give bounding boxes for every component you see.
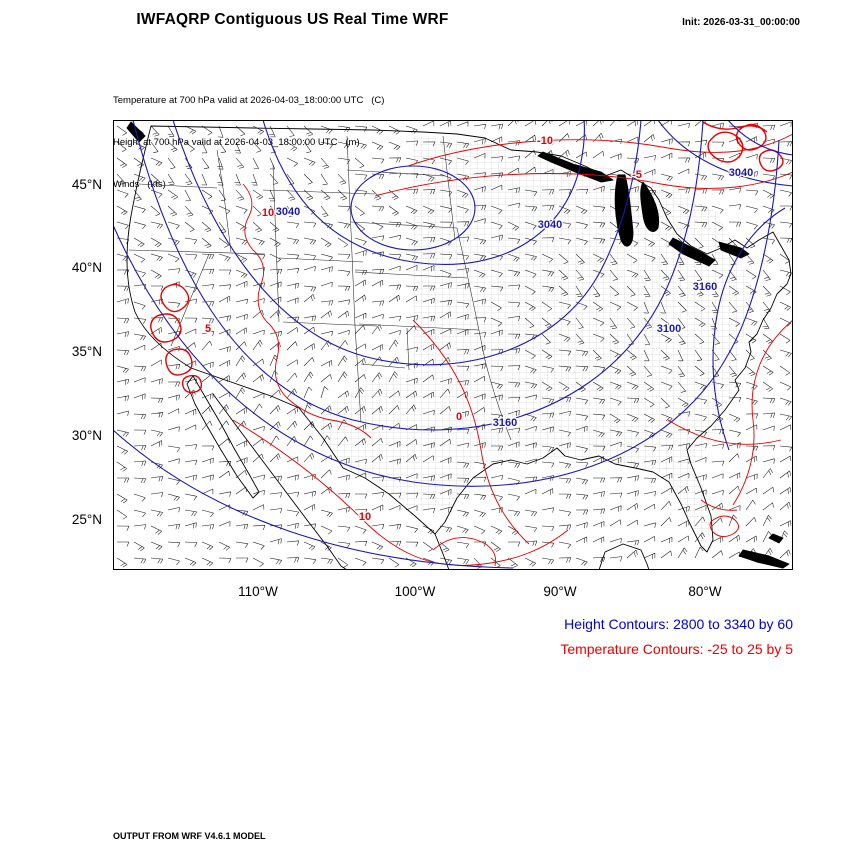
model-config-footer: OUTPUT FROM WRF V4.6.1 MODEL WE = 580 ; … (113, 806, 480, 850)
height-contours-layer (112, 119, 794, 569)
temperature-label: 0 (456, 411, 462, 423)
map-canvas: 3040 3040 3040 3100 3160 3160 -10 -5 10 … (112, 116, 794, 571)
temperature-label: -10 (537, 135, 553, 147)
page-title: IWFAQRP Contiguous US Real Time WRF (136, 11, 449, 28)
height-label: 3040 (538, 219, 562, 231)
init-time-label: Init: 2026-03-31_00:00:00 (682, 17, 800, 28)
wind-barbs (116, 116, 793, 569)
county-texture-region (321, 136, 753, 512)
map-panel: 3040 3040 3040 3100 3160 3160 -10 -5 10 … (112, 116, 794, 571)
height-contour (112, 429, 514, 569)
state-borders (128, 135, 512, 441)
lon-tick-80w: 80°W (688, 584, 722, 599)
height-label: 3160 (493, 417, 517, 429)
field-description-block: Temperature at 700 hPa valid at 2026-04-… (113, 66, 384, 220)
temperature-label: 5 (205, 323, 211, 335)
temp-contour (374, 171, 794, 197)
temp-contour (242, 183, 372, 439)
temperature-contours-legend: Temperature Contours: -25 to 25 by 5 (560, 641, 793, 657)
height-label: 3040 (276, 206, 300, 218)
lon-tick-110w: 110°W (238, 584, 278, 599)
lat-tick-25n: 25°N (71, 512, 102, 527)
temperature-label: 10 (262, 207, 274, 219)
lat-tick-40n: 40°N (71, 260, 102, 275)
height-contour (262, 119, 585, 265)
county-texture-layer (321, 136, 753, 548)
lat-tick-30n: 30°N (71, 428, 102, 443)
temp-contour (412, 319, 530, 545)
height-contours-legend: Height Contours: 2800 to 3340 by 60 (564, 616, 793, 632)
lat-tick-45n: 45°N (71, 177, 102, 192)
temperature-label: -5 (632, 169, 642, 181)
temp-contour (407, 133, 794, 167)
height-contour (657, 119, 794, 187)
temperature-label: 10 (359, 511, 371, 523)
height-label: 3040 (729, 167, 753, 179)
temp-contour (432, 537, 497, 567)
temperature-contours-layer (150, 121, 794, 567)
baja-peninsula (186, 375, 260, 499)
lon-tick-90w: 90°W (543, 584, 577, 599)
temp-contour (732, 319, 794, 506)
temp-contour (667, 419, 782, 537)
height-contour (172, 119, 642, 366)
county-texture-florida (658, 456, 711, 548)
temp-contour (232, 419, 569, 566)
lat-tick-35n: 35°N (71, 344, 102, 359)
height-contour-closed-low (350, 165, 476, 251)
height-label: 3160 (693, 281, 717, 293)
lon-tick-100w: 100°W (394, 584, 436, 599)
wind-barbs-layer (116, 116, 793, 569)
height-contour (112, 139, 780, 487)
temperature-field-label: Temperature at 700 hPa valid at 2026-04-… (113, 95, 385, 106)
model-version-line: OUTPUT FROM WRF V4.6.1 MODEL (113, 831, 266, 841)
temp-contour-blob (150, 283, 203, 394)
contour-labels-layer: 3040 3040 3040 3100 3160 3160 -10 -5 10 … (204, 134, 755, 525)
height-contour (712, 207, 786, 451)
map-frame (113, 120, 793, 570)
height-label: 3100 (657, 323, 681, 335)
winds-field-label: Winds (kts) (113, 179, 166, 190)
height-contour (132, 119, 704, 431)
great-lakes (537, 151, 750, 267)
